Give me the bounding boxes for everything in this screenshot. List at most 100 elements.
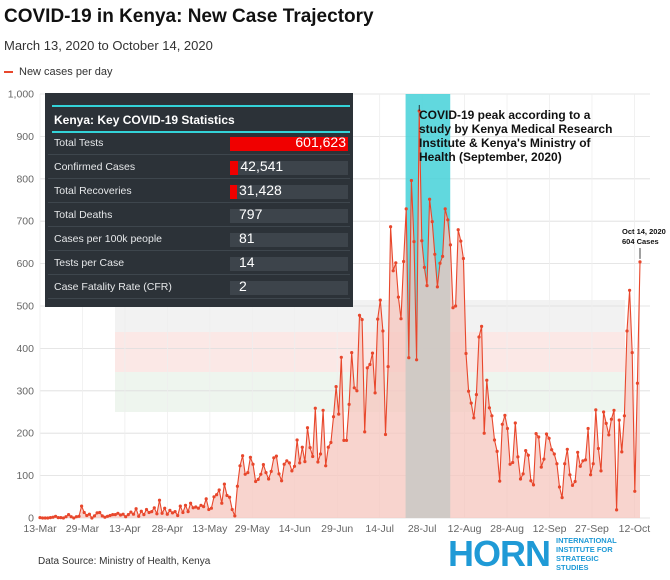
- data-point: [485, 378, 489, 382]
- data-point: [448, 243, 452, 247]
- data-point: [498, 479, 502, 483]
- data-point: [38, 516, 42, 520]
- data-point: [152, 506, 156, 510]
- data-point: [607, 433, 611, 437]
- data-point: [604, 421, 608, 425]
- data-point: [490, 414, 494, 418]
- data-point: [131, 512, 136, 516]
- data-point: [505, 426, 510, 431]
- data-point: [513, 421, 517, 425]
- stat-row: Cases per 100k people 81: [48, 230, 350, 251]
- data-point: [586, 426, 590, 431]
- data-point: [124, 515, 128, 519]
- data-point: [386, 365, 390, 369]
- data-point: [500, 422, 504, 426]
- data-point: [287, 461, 291, 465]
- y-tick-label: 1,000: [8, 89, 34, 101]
- stat-bar-track: [230, 233, 348, 247]
- data-point: [492, 438, 497, 442]
- data-point: [85, 513, 89, 518]
- data-point: [100, 514, 104, 518]
- stats-panel-top-rule: [52, 105, 350, 107]
- data-point: [464, 351, 468, 356]
- data-point: [591, 462, 595, 466]
- y-axis-ticks: 0 100 200 300 400 500 600 700 800 900 1,000: [8, 89, 34, 525]
- data-point: [391, 269, 395, 273]
- stat-row: Total Recoveries 31,428: [48, 182, 350, 203]
- data-point: [241, 454, 245, 458]
- data-point: [217, 488, 221, 492]
- data-point: [157, 498, 162, 502]
- stat-value: 31,428: [239, 182, 282, 198]
- data-point: [352, 386, 356, 390]
- data-point: [183, 503, 188, 507]
- logo-line-1: INTERNATIONAL: [556, 536, 617, 545]
- data-point: [134, 507, 138, 511]
- data-point: [451, 306, 455, 310]
- data-point: [360, 318, 364, 322]
- data-point: [560, 496, 564, 500]
- stat-bar-track: [230, 281, 348, 295]
- data-point: [98, 510, 102, 515]
- data-point: [300, 445, 304, 449]
- data-point: [443, 207, 447, 211]
- y-tick-label: 900: [16, 131, 34, 143]
- y-tick-label: 100: [16, 470, 34, 482]
- data-point: [295, 438, 299, 442]
- data-point: [399, 317, 403, 321]
- data-point: [326, 445, 330, 449]
- data-point: [635, 381, 640, 385]
- data-point: [487, 406, 491, 410]
- x-tick-label: 14-Jul: [365, 523, 394, 535]
- x-tick-label: 28-Jul: [408, 523, 437, 535]
- data-point: [204, 497, 208, 501]
- data-point: [264, 471, 268, 475]
- data-point: [531, 483, 536, 487]
- data-point: [173, 510, 177, 514]
- data-point: [238, 464, 242, 468]
- x-tick-label: 12-Aug: [448, 523, 482, 535]
- data-point: [316, 460, 320, 464]
- data-point: [583, 458, 588, 462]
- data-point: [196, 506, 200, 510]
- data-point: [142, 513, 146, 517]
- x-tick-label: 29-May: [235, 523, 271, 535]
- data-point: [82, 510, 86, 515]
- data-point: [259, 472, 263, 476]
- y-tick-label: 400: [16, 343, 34, 355]
- x-tick-label: 14-Jun: [279, 523, 311, 535]
- data-point: [425, 284, 429, 288]
- data-point: [438, 261, 442, 265]
- data-point: [573, 479, 577, 484]
- data-point: [568, 473, 572, 477]
- data-point: [557, 485, 562, 489]
- data-point: [638, 260, 642, 264]
- end-annotation: Oct 14, 2020 604 Cases: [622, 227, 666, 247]
- stats-panel-header-rule: [52, 131, 350, 133]
- data-point: [565, 447, 569, 451]
- stat-row: Confirmed Cases 42,541: [48, 158, 350, 179]
- data-point: [209, 506, 213, 510]
- data-point: [92, 514, 97, 518]
- data-point: [69, 515, 73, 519]
- data-point: [622, 414, 627, 418]
- data-point: [467, 389, 471, 393]
- data-point: [95, 511, 99, 515]
- data-point: [381, 329, 385, 333]
- data-point: [189, 501, 193, 505]
- data-point: [454, 304, 458, 308]
- x-tick-label: 12-Oct: [619, 523, 651, 535]
- data-point: [402, 259, 406, 264]
- data-point: [72, 516, 76, 520]
- y-tick-label: 0: [28, 513, 34, 525]
- data-point: [578, 464, 582, 468]
- stat-bar-track: [230, 257, 348, 271]
- data-point: [441, 254, 445, 258]
- stat-bar-track: [230, 161, 348, 175]
- data-point: [321, 408, 325, 412]
- stat-bar: [230, 185, 237, 199]
- series-line: [39, 110, 641, 519]
- legend-label: New cases per day: [19, 66, 113, 78]
- data-point: [628, 288, 632, 292]
- data-point: [254, 479, 258, 484]
